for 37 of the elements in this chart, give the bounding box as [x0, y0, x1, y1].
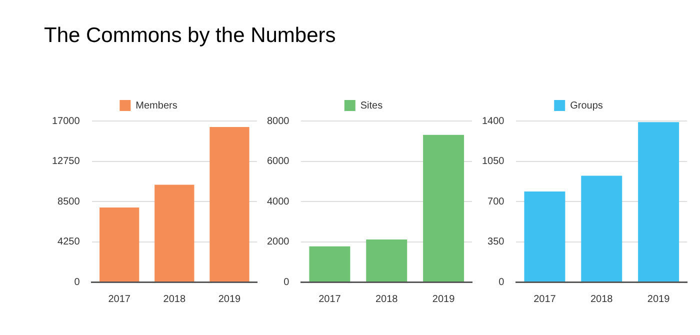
- y-tick-label: 0: [284, 276, 290, 288]
- legend-label: Members: [136, 100, 178, 112]
- x-tick-label: 2018: [163, 294, 186, 305]
- y-tick-label: 12750: [52, 156, 80, 167]
- bar: [524, 191, 566, 282]
- x-tick-label: 2019: [218, 294, 242, 305]
- y-tick-label: 4250: [58, 236, 80, 248]
- bar: [210, 127, 250, 282]
- x-tick-label: 2018: [376, 294, 398, 305]
- x-tick-label: 2017: [108, 294, 131, 305]
- bar: [100, 208, 140, 282]
- x-tick-label: 2018: [590, 294, 614, 305]
- y-tick-label: 8500: [58, 196, 80, 208]
- y-tick-label: 1400: [482, 116, 505, 127]
- bar: [366, 240, 408, 282]
- y-tick-label: 8000: [266, 116, 290, 127]
- y-tick-label: 2000: [266, 236, 290, 248]
- x-tick-label: 2017: [318, 294, 342, 305]
- y-tick-label: 0: [498, 276, 505, 288]
- y-tick-label: 6000: [266, 156, 290, 167]
- x-tick-label: 2019: [432, 294, 456, 305]
- y-tick-label: 1050: [482, 156, 505, 167]
- bar: [423, 134, 464, 282]
- bar: [638, 122, 680, 282]
- y-tick-label: 700: [488, 196, 505, 208]
- x-tick-label: 2019: [647, 294, 670, 305]
- bar: [309, 246, 350, 282]
- bar: [581, 176, 622, 282]
- y-tick-label: 17000: [52, 116, 80, 127]
- legend-label: Groups: [570, 100, 603, 112]
- y-tick-label: 4000: [266, 196, 290, 208]
- y-tick-label: 350: [488, 236, 505, 248]
- chart-title: The Commons by the Numbers: [44, 24, 336, 48]
- legend-label: Sites: [360, 100, 383, 112]
- y-tick-label: 0: [74, 276, 80, 288]
- bar: [154, 184, 194, 282]
- x-tick-label: 2017: [534, 294, 556, 305]
